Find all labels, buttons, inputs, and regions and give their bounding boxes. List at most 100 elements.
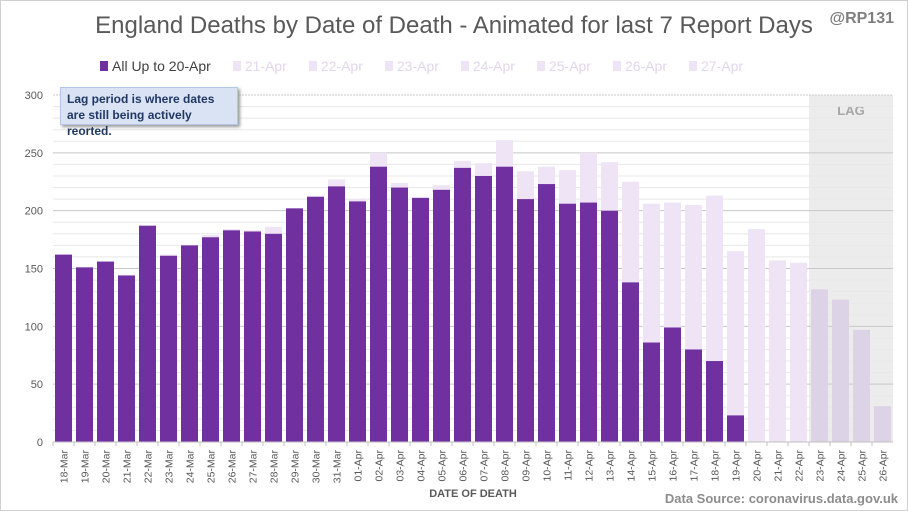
- legend-swatch: [232, 61, 241, 71]
- legend-item: 22-Apr: [308, 58, 363, 74]
- bar-up-to-20-apr: [454, 167, 471, 442]
- x-tick-label: 15-Apr: [647, 449, 659, 481]
- y-tick-label: 0: [37, 437, 43, 449]
- bar-up-to-20-apr: [118, 275, 135, 442]
- x-tick-label: 28-Mar: [269, 450, 281, 484]
- bar-total: [727, 251, 744, 442]
- x-tick-label: 20-Mar: [101, 450, 113, 484]
- legend-label: 21-Apr: [244, 58, 287, 74]
- bar-up-to-20-apr: [601, 210, 618, 442]
- x-tick-label: 18-Apr: [710, 449, 722, 481]
- x-tick-label: 23-Mar: [164, 450, 176, 484]
- legend-item: 24-Apr: [460, 58, 515, 74]
- bar-up-to-20-apr: [181, 245, 198, 442]
- legend-item: 27-Apr: [689, 58, 743, 74]
- x-tick-label: 09-Apr: [521, 449, 533, 481]
- legend-item: 23-Apr: [384, 58, 439, 74]
- bar-up-to-20-apr: [643, 342, 660, 442]
- x-tick-label: 20-Apr: [752, 449, 764, 481]
- bar-total: [748, 229, 765, 442]
- bar-total: [853, 329, 870, 442]
- x-axis-title: DATE OF DEATH: [429, 488, 517, 500]
- x-tick-label: 16-Apr: [668, 449, 680, 481]
- bar-total: [832, 299, 849, 442]
- legend-swatch: [536, 61, 545, 71]
- author-handle: @RP131: [829, 10, 894, 27]
- x-tick-label: 24-Apr: [836, 449, 848, 481]
- legend-swatch: [308, 61, 317, 71]
- bar-up-to-20-apr: [202, 237, 219, 442]
- bar-up-to-20-apr: [139, 225, 156, 442]
- bar-total: [769, 260, 786, 442]
- bar-up-to-20-apr: [97, 261, 114, 442]
- bar-up-to-20-apr: [538, 184, 555, 442]
- legend-swatch: [689, 61, 698, 71]
- bar-up-to-20-apr: [622, 282, 639, 442]
- x-tick-label: 27-Mar: [248, 450, 260, 484]
- x-tick-label: 04-Apr: [416, 449, 428, 481]
- x-tick-label: 10-Apr: [542, 449, 554, 481]
- x-tick-label: 03-Apr: [395, 449, 407, 481]
- x-tick-label: 21-Apr: [773, 449, 785, 481]
- x-tick-label: 19-Apr: [731, 449, 743, 481]
- bar-up-to-20-apr: [496, 166, 513, 443]
- bar-up-to-20-apr: [391, 187, 408, 442]
- legend-item: 25-Apr: [536, 58, 591, 74]
- x-tick-label: 21-Mar: [122, 450, 134, 484]
- legend-label: 25-Apr: [548, 58, 591, 74]
- chart-title: England Deaths by Date of Death - Animat…: [95, 12, 813, 39]
- legend-swatch: [612, 61, 621, 71]
- bar-up-to-20-apr: [685, 349, 702, 442]
- x-tick-label: 07-Apr: [479, 449, 491, 481]
- bar-up-to-20-apr: [160, 255, 177, 442]
- x-tick-label: 26-Mar: [227, 450, 239, 484]
- x-tick-label: 12-Apr: [584, 449, 596, 481]
- x-tick-label: 25-Apr: [857, 449, 869, 481]
- legend-swatch: [100, 61, 108, 71]
- x-tick-label: 02-Apr: [374, 449, 386, 481]
- y-tick-label: 300: [25, 90, 43, 102]
- legend-label: 23-Apr: [396, 58, 439, 74]
- x-tick-label: 23-Apr: [815, 449, 827, 481]
- legend-swatch: [460, 61, 469, 71]
- bar-up-to-20-apr: [286, 208, 303, 442]
- x-tick-label: 13-Apr: [605, 449, 617, 481]
- bar-up-to-20-apr: [517, 199, 534, 442]
- x-tick-label: 22-Apr: [794, 449, 806, 481]
- legend-item: 21-Apr: [232, 58, 287, 74]
- legend-label: 26-Apr: [624, 58, 668, 74]
- x-tick-label: 29-Mar: [290, 450, 302, 484]
- x-tick-label: 11-Apr: [563, 450, 575, 481]
- lag-annotation: Lag period is where dates are still bein…: [60, 87, 238, 138]
- x-tick-label: 08-Apr: [500, 449, 512, 481]
- x-tick-label: 14-Apr: [626, 449, 638, 481]
- x-tick-label: 19-Mar: [80, 450, 92, 484]
- x-tick-label: 24-Mar: [185, 450, 197, 484]
- bar-total: [874, 406, 891, 442]
- bar-up-to-20-apr: [307, 196, 324, 442]
- x-tick-label: 01-Apr: [353, 449, 365, 481]
- legend-swatch: [384, 61, 393, 71]
- lag-label: LAG: [837, 103, 864, 118]
- bar-up-to-20-apr: [55, 254, 72, 442]
- bar-up-to-20-apr: [328, 186, 345, 442]
- bar-up-to-20-apr: [412, 197, 429, 442]
- bar-up-to-20-apr: [370, 166, 387, 443]
- legend-label: 24-Apr: [472, 58, 515, 74]
- bar-total: [811, 289, 828, 442]
- y-tick-label: 150: [25, 264, 43, 276]
- x-tick-label: 17-Apr: [689, 449, 701, 481]
- x-tick-label: 25-Mar: [206, 450, 218, 484]
- bar-up-to-20-apr: [706, 361, 723, 442]
- x-tick-label: 22-Mar: [143, 450, 155, 484]
- y-tick-label: 250: [25, 148, 43, 160]
- x-tick-label: 26-Apr: [878, 449, 890, 481]
- bar-up-to-20-apr: [433, 189, 450, 442]
- y-tick-label: 200: [25, 206, 43, 218]
- bar-up-to-20-apr: [223, 230, 240, 442]
- bar-up-to-20-apr: [349, 201, 366, 442]
- bar-up-to-20-apr: [76, 267, 93, 442]
- bar-up-to-20-apr: [580, 202, 597, 442]
- legend-label: 22-Apr: [320, 58, 363, 74]
